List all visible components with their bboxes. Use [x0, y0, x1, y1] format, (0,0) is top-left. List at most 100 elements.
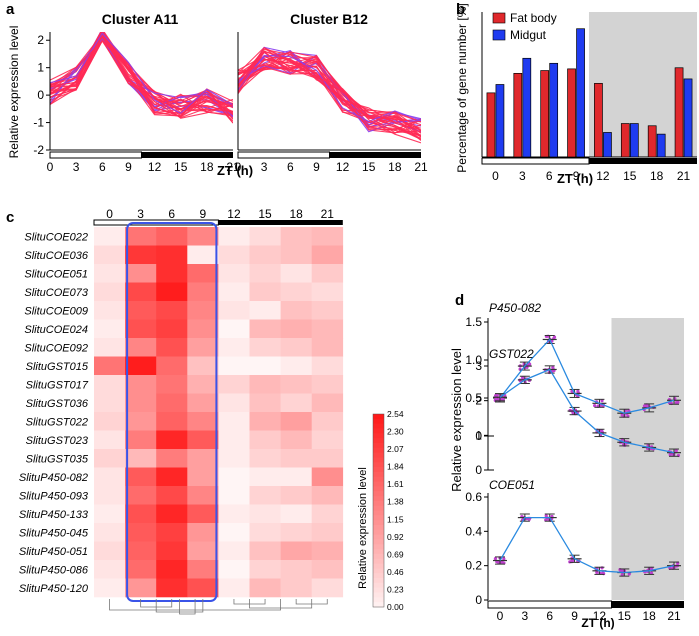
heatmap-column-label: 18 [289, 207, 303, 221]
heatmap-cell [156, 393, 188, 413]
heatmap-cell [218, 578, 250, 598]
colorbar-segment [373, 515, 384, 521]
dark-phase-bar [588, 158, 697, 164]
replicate-point [495, 393, 499, 398]
cluster-profile-line [238, 51, 421, 136]
light-phase-bar [237, 151, 330, 159]
heatmap-cell [125, 578, 157, 598]
heatmap-cell [311, 430, 344, 450]
heatmap-cell [249, 541, 281, 561]
replicate-point [500, 397, 504, 401]
colorbar-segment [373, 539, 384, 545]
heatmap-cell [125, 375, 157, 394]
colorbar-segment [373, 553, 384, 560]
heatmap-cell [311, 356, 344, 376]
colorbar-segment [373, 587, 384, 594]
replicate-point [595, 570, 599, 574]
colorbar-label: Relative expression level [357, 467, 369, 589]
heatmap-cell [280, 541, 312, 561]
replicate-point [593, 403, 597, 408]
heatmap-cell [311, 412, 344, 431]
colorbar-segment [373, 573, 384, 579]
heatmap-cell [187, 578, 219, 598]
colorbar-segment [373, 428, 384, 434]
heatmap-cell [156, 430, 188, 450]
heatmap-cell [156, 264, 188, 283]
heatmap-cell [280, 523, 312, 542]
panel-d-ytick-label: 1 [475, 428, 482, 442]
heatmap-cell [280, 560, 312, 579]
heatmap-cell [218, 245, 250, 265]
heatmap-cell [187, 412, 219, 431]
heatmap-cell [280, 338, 312, 357]
heatmap-row-label: SlituP450-133 [19, 509, 89, 521]
replicate-point [620, 413, 624, 417]
heatmap-cell [280, 393, 312, 413]
replicate-point [668, 453, 672, 457]
colorbar-tick-label: 0.92 [387, 532, 404, 542]
heatmap-cell [249, 301, 281, 320]
trend-line [499, 368, 675, 454]
heatmap-cell [249, 227, 281, 246]
heatmap-row-label: SlituP450-093 [19, 490, 89, 502]
heatmap-cell [94, 504, 126, 524]
heatmap-cell [156, 319, 188, 339]
panel-d-xtick-label: 12 [593, 609, 607, 623]
colorbar-segment [373, 462, 384, 468]
heatmap-cell [311, 319, 344, 339]
heatmap-cell [156, 449, 188, 468]
colorbar-segment [373, 568, 384, 574]
replicate-point [544, 514, 548, 518]
heatmap-cell [156, 523, 188, 542]
colorbar-tick-label: 2.07 [387, 444, 404, 454]
heatmap-cell [311, 282, 344, 302]
heatmap-cell [156, 227, 188, 246]
heatmap-cell [187, 560, 219, 579]
heatmap-cell [125, 449, 157, 468]
midgut-bar [576, 28, 585, 158]
dark-phase-bar [218, 220, 343, 225]
colorbar-segment [373, 549, 384, 555]
heatmap-row-label: SlituP450-086 [19, 564, 89, 576]
cluster-b12-title: Cluster B12 [290, 11, 368, 27]
heatmap-cell [249, 449, 281, 468]
colorbar-segment [373, 457, 384, 463]
heatmap-cell [249, 375, 281, 394]
replicate-point [527, 517, 531, 521]
colorbar-tick-label: 0.69 [387, 549, 404, 559]
heatmap-cell [125, 467, 157, 487]
heatmap-cell [187, 467, 219, 487]
colorbar-segment [373, 592, 384, 598]
dark-phase-bar [141, 152, 233, 158]
colorbar-segment [373, 471, 384, 478]
colorbar-tick-label: 2.30 [387, 427, 404, 437]
panel-d-xtick-label: 15 [618, 609, 632, 623]
panel-a-xtick-label: 12 [148, 160, 162, 174]
colorbar-segment [373, 433, 384, 439]
panel-label-a: a [6, 1, 15, 18]
heatmap-cell [311, 264, 344, 283]
heatmap-cell [249, 467, 281, 487]
heatmap-cell [187, 449, 219, 468]
heatmap-cell [311, 227, 344, 246]
panel-d-xtick-label: 9 [571, 609, 578, 623]
fat-body-bar [540, 70, 550, 158]
heatmap-cell [311, 338, 344, 357]
panel-d-ytick-label: 1.5 [465, 315, 482, 329]
fat-body-bar [674, 67, 684, 158]
panel-d-ytick-label: 0.5 [465, 391, 482, 405]
panel-a-ylabel: Relative expression level [7, 26, 21, 159]
heatmap-cell [311, 449, 344, 468]
heatmap-cell [311, 504, 344, 524]
colorbar-segment [373, 500, 384, 507]
heatmap-cell [94, 560, 126, 579]
replicate-point [571, 411, 575, 415]
heatmap-cell [125, 356, 157, 376]
colorbar-segment [373, 414, 384, 420]
heatmap-cell [218, 560, 250, 579]
panel-d-xtick-label: 21 [667, 609, 681, 623]
dark-phase-shade [611, 318, 684, 600]
colorbar-segment [373, 602, 384, 608]
fat-body-bar [567, 68, 576, 158]
